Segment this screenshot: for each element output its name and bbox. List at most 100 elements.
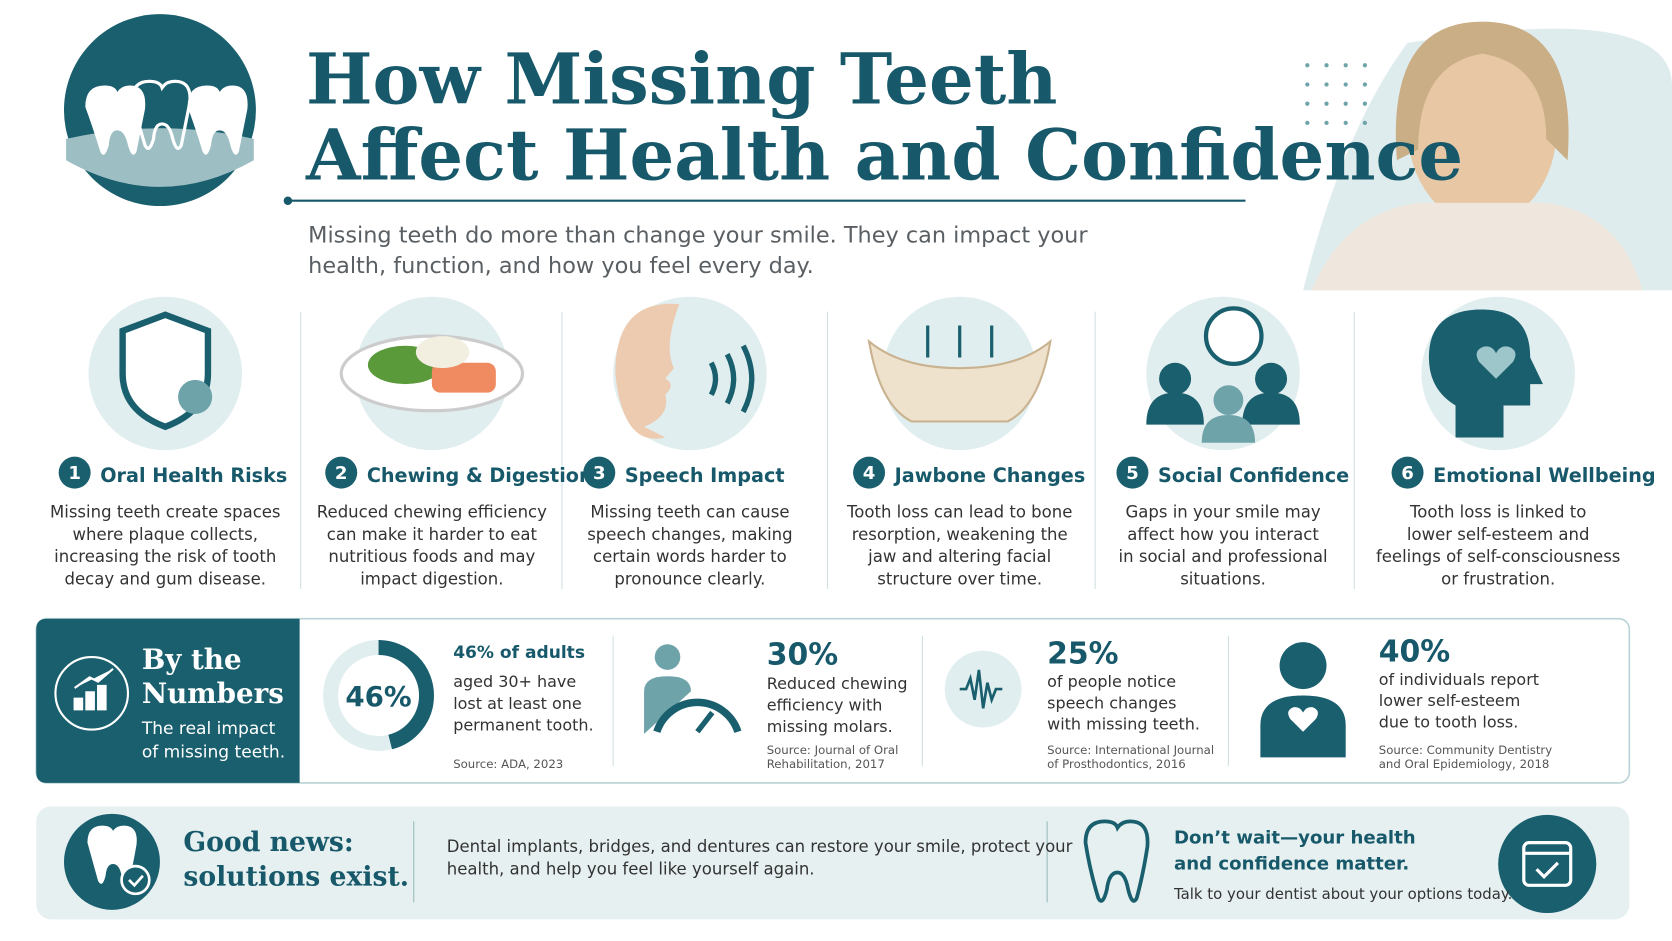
card-number-badge xyxy=(1391,456,1424,489)
numbers-title: Numbers xyxy=(142,677,284,710)
stat-source: Rehabilitation, 2017 xyxy=(767,757,885,771)
portrait xyxy=(1303,21,1672,291)
card-title: Speech Impact xyxy=(625,464,785,487)
calendar-icon xyxy=(1498,814,1597,914)
card-number-badge xyxy=(1116,456,1149,489)
card-number-badge xyxy=(853,456,886,489)
dot xyxy=(1324,82,1329,87)
card-title: Social Confidence xyxy=(1158,464,1349,487)
stat-text: speech changes xyxy=(1047,693,1176,712)
stat-source: Source: Journal of Oral xyxy=(767,743,899,757)
footer-text: health, and help you feel like yourself … xyxy=(447,860,815,879)
stat-text: due to tooth loss. xyxy=(1379,712,1519,731)
card-icon xyxy=(119,311,213,431)
card-text: or frustration. xyxy=(1441,570,1555,589)
cta-title: Don’t wait—your health xyxy=(1174,828,1416,849)
title-line: How Missing Teeth xyxy=(306,38,1057,121)
numbers-title: By the xyxy=(142,643,242,676)
card-text: increasing the risk of tooth xyxy=(54,547,276,566)
card-text: pronounce clearly. xyxy=(614,570,765,589)
dot xyxy=(1324,101,1329,106)
card-text: Tooth loss is linked to xyxy=(1409,502,1586,521)
card-number: 5 xyxy=(1126,463,1139,484)
stat-text: missing molars. xyxy=(767,717,893,736)
stat-text: Reduced chewing xyxy=(767,674,908,693)
stat-text: of people notice xyxy=(1047,672,1176,691)
stat-source: of Prosthodontics, 2016 xyxy=(1047,757,1186,771)
card-text: Tooth loss can lead to bone xyxy=(846,502,1072,521)
footer-text: Dental implants, bridges, and dentures c… xyxy=(447,837,1073,856)
dot-grid xyxy=(1305,63,1368,126)
logo xyxy=(63,14,256,207)
dot xyxy=(1343,120,1348,126)
stat-icon xyxy=(944,650,1022,728)
card-number: 6 xyxy=(1401,463,1414,484)
card-text: resorption, weakening the xyxy=(852,525,1068,544)
dot xyxy=(1362,101,1368,106)
stat-text: of individuals report xyxy=(1379,670,1539,689)
dot xyxy=(1343,101,1348,106)
card-text: lower self-esteem and xyxy=(1407,525,1590,544)
subtitle-line: health, function, and how you feel every… xyxy=(308,253,814,279)
card-text: jaw and altering facial xyxy=(867,547,1051,566)
dot xyxy=(1305,120,1310,126)
growth-bars xyxy=(73,668,114,711)
subtitle-line: Missing teeth do more than change your s… xyxy=(308,222,1088,248)
dot xyxy=(1362,63,1368,68)
numbers-label-panel xyxy=(36,618,300,783)
footer-title: Good news: xyxy=(183,827,353,858)
footer-title: solutions exist. xyxy=(183,861,409,892)
card-icon xyxy=(339,334,525,413)
cta-text: Talk to your dentist about your options … xyxy=(1173,885,1512,903)
card-title: Chewing & Digestion xyxy=(367,464,593,487)
dot xyxy=(1362,82,1368,87)
card-number: 4 xyxy=(863,463,876,484)
card-number: 2 xyxy=(335,463,348,484)
dot xyxy=(1324,63,1329,68)
card-icon xyxy=(867,325,1052,423)
card-text: situations. xyxy=(1180,570,1266,589)
stat-icon xyxy=(1260,642,1346,758)
card-text: Missing teeth can cause xyxy=(590,502,789,521)
title-line: Affect Health and Confidence xyxy=(305,113,1463,196)
card-text: Reduced chewing efficiency xyxy=(317,502,547,521)
dot xyxy=(1324,120,1329,126)
stat-value: 25% xyxy=(1047,637,1118,672)
card-text: where plaque collects, xyxy=(73,525,258,544)
dot xyxy=(1305,101,1310,106)
card-number: 3 xyxy=(593,463,606,484)
stat-value: 30% xyxy=(767,638,838,673)
card-text: Missing teeth create spaces xyxy=(50,502,281,521)
card-title: Jawbone Changes xyxy=(893,464,1086,487)
stat-value: 40% xyxy=(1379,634,1450,669)
stat-icon xyxy=(644,644,742,734)
card-icon xyxy=(615,303,755,439)
card-text: can make it harder to eat xyxy=(327,525,538,544)
stat-text: permanent tooth. xyxy=(453,716,593,735)
tooth-outline xyxy=(1083,819,1150,903)
card-number-badge xyxy=(583,456,616,489)
stat-text: lower self-esteem xyxy=(1379,691,1521,710)
stat-text: aged 30+ have xyxy=(453,672,576,691)
card-text: speech changes, making xyxy=(587,525,792,544)
stat-source: Source: ADA, 2023 xyxy=(453,757,563,771)
card-text: impact digestion. xyxy=(360,570,503,589)
donut-label: 46% xyxy=(345,680,411,713)
card-text: structure over time. xyxy=(877,570,1042,589)
card-title: Emotional Wellbeing xyxy=(1433,464,1655,487)
dot xyxy=(1343,82,1348,87)
card-text: feelings of self-consciousness xyxy=(1376,547,1620,566)
stat-text: lost at least one xyxy=(453,694,582,713)
card-text: in social and professional xyxy=(1119,547,1328,566)
card-title: Oral Health Risks xyxy=(100,464,287,487)
card-text: nutritious foods and may xyxy=(328,547,535,566)
numbers-subtitle: of missing teeth. xyxy=(142,742,285,762)
card-text: decay and gum disease. xyxy=(65,570,266,589)
stat-text: with missing teeth. xyxy=(1047,715,1200,734)
card-text: affect how you interact xyxy=(1127,525,1319,544)
stat-heading: 46% of adults xyxy=(453,643,585,663)
dot xyxy=(1305,82,1310,87)
stat-text: efficiency with xyxy=(767,695,883,714)
